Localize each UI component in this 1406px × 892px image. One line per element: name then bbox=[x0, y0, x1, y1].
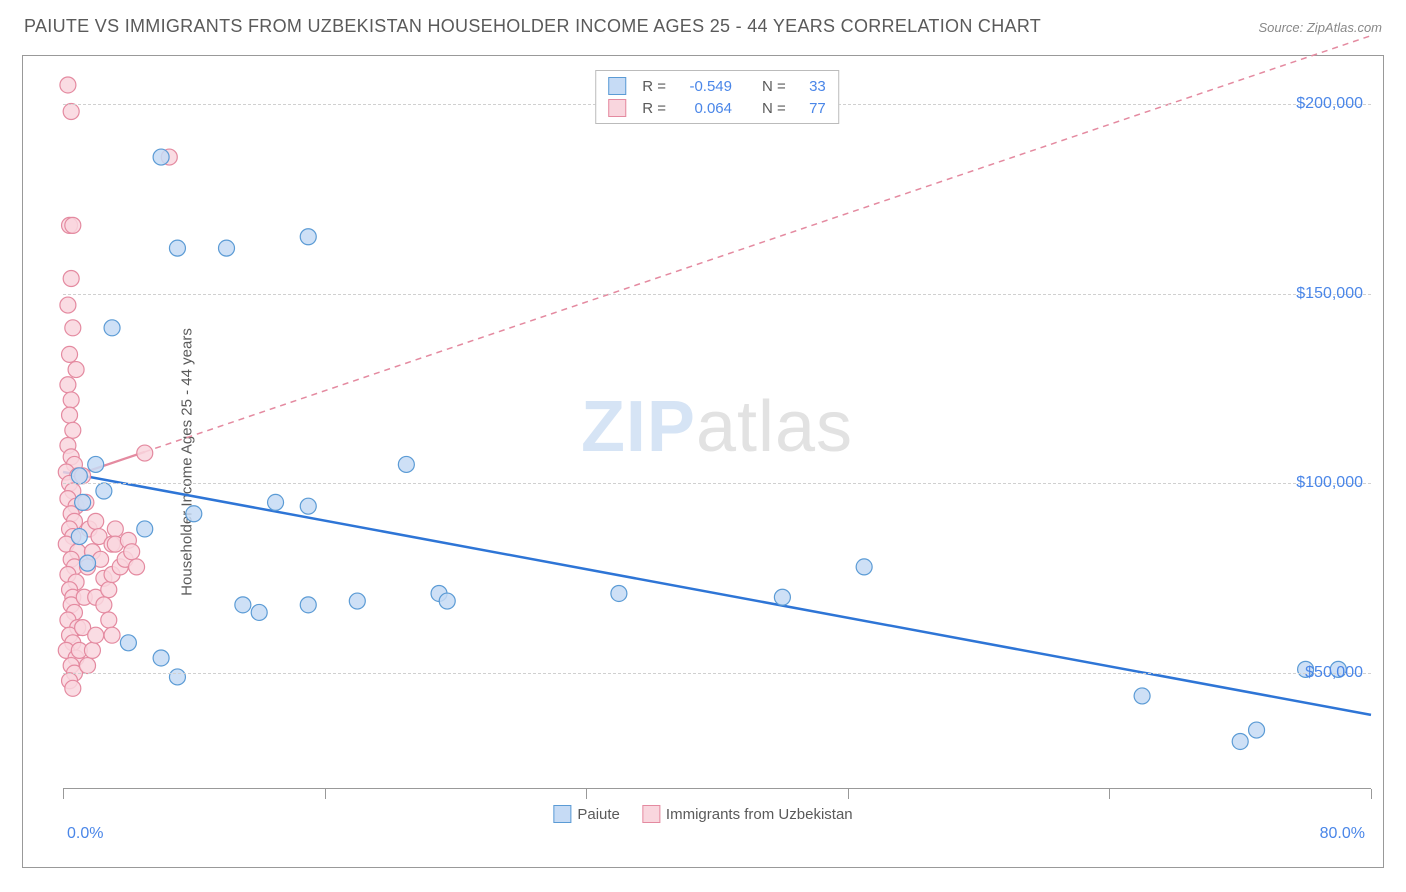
x-tick bbox=[63, 789, 64, 799]
x-tick bbox=[1371, 789, 1372, 799]
y-tick-label: $150,000 bbox=[1296, 285, 1363, 303]
r-value: -0.549 bbox=[676, 78, 732, 95]
n-value: 77 bbox=[796, 100, 826, 117]
x-axis-min-label: 0.0% bbox=[67, 825, 103, 843]
series-legend-label: Paiute bbox=[577, 806, 620, 823]
legend-swatch bbox=[608, 77, 626, 95]
n-label: N = bbox=[762, 78, 786, 95]
r-label: R = bbox=[642, 100, 666, 117]
gridline bbox=[63, 483, 1371, 484]
legend-swatch bbox=[608, 99, 626, 117]
correlation-legend: R = -0.549 N = 33 R = 0.064 N = 77 bbox=[595, 70, 839, 124]
n-label: N = bbox=[762, 100, 786, 117]
x-tick bbox=[1109, 789, 1110, 799]
chart-title: PAIUTE VS IMMIGRANTS FROM UZBEKISTAN HOU… bbox=[24, 16, 1041, 37]
n-value: 33 bbox=[796, 78, 826, 95]
y-tick-label: $50,000 bbox=[1305, 664, 1363, 682]
y-tick-label: $100,000 bbox=[1296, 474, 1363, 492]
r-label: R = bbox=[642, 78, 666, 95]
r-value: 0.064 bbox=[676, 100, 732, 117]
x-tick bbox=[586, 789, 587, 799]
x-tick bbox=[848, 789, 849, 799]
legend-swatch bbox=[642, 805, 660, 823]
plot-area: ZIPatlas R = -0.549 N = 33 R = 0.064 N =… bbox=[63, 66, 1371, 787]
correlation-legend-row: R = 0.064 N = 77 bbox=[608, 97, 826, 119]
x-tick bbox=[325, 789, 326, 799]
source-attribution: Source: ZipAtlas.com bbox=[1258, 20, 1382, 35]
series-legend: Paiute Immigrants from Uzbekistan bbox=[553, 805, 852, 823]
series-legend-item: Immigrants from Uzbekistan bbox=[642, 805, 853, 823]
x-axis-max-label: 80.0% bbox=[1320, 825, 1365, 843]
legend-swatch bbox=[553, 805, 571, 823]
scatter-svg bbox=[63, 66, 1371, 787]
chart-frame: Householder Income Ages 25 - 44 years ZI… bbox=[22, 55, 1384, 868]
correlation-legend-row: R = -0.549 N = 33 bbox=[608, 75, 826, 97]
gridline bbox=[63, 294, 1371, 295]
gridline bbox=[63, 673, 1371, 674]
series-legend-item: Paiute bbox=[553, 805, 620, 823]
series-legend-label: Immigrants from Uzbekistan bbox=[666, 806, 853, 823]
x-axis-line bbox=[63, 788, 1371, 789]
y-tick-label: $200,000 bbox=[1296, 95, 1363, 113]
